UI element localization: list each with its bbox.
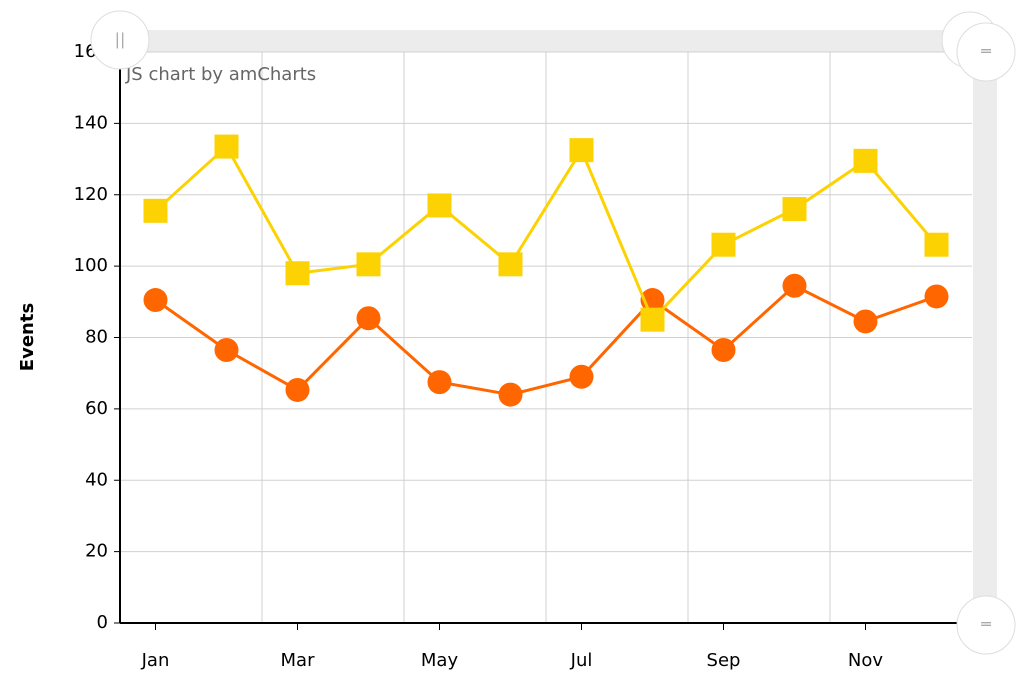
x-tick-label: Nov — [848, 650, 883, 671]
y-axis-title: Events — [17, 303, 38, 371]
scrollbar-grip[interactable]: ═ — [956, 595, 1016, 655]
marker — [356, 252, 381, 277]
svg-text:||: || — [115, 30, 126, 49]
marker — [711, 337, 736, 362]
marker — [427, 370, 452, 395]
x-tick-label: May — [421, 650, 459, 671]
scrollbar-grip[interactable]: || — [90, 10, 150, 70]
marker — [214, 134, 239, 159]
vertical-scrollbar[interactable] — [973, 30, 997, 623]
y-tick-label: 20 — [85, 541, 108, 562]
marker — [498, 382, 523, 407]
horizontal-scrollbar[interactable] — [120, 30, 973, 52]
marker — [569, 364, 594, 389]
y-tick-label: 40 — [85, 469, 108, 490]
marker — [924, 232, 949, 257]
y-tick-label: 100 — [74, 255, 108, 276]
x-tick-label: Sep — [707, 650, 741, 671]
marker — [143, 288, 168, 313]
marker — [853, 148, 878, 173]
y-tick-label: 140 — [74, 112, 108, 133]
x-tick-label: Jul — [570, 650, 593, 671]
y-tick-label: 0 — [97, 612, 108, 633]
marker — [569, 138, 594, 163]
marker — [285, 261, 310, 286]
series-line — [154, 283, 937, 397]
scrollbar-grip[interactable]: ═ — [941, 11, 1016, 82]
marker — [427, 193, 452, 218]
marker — [214, 337, 239, 362]
marker — [782, 273, 807, 298]
marker — [143, 198, 168, 223]
marker — [782, 197, 807, 222]
marker — [924, 284, 949, 309]
y-tick-label: 80 — [85, 327, 108, 348]
y-tick-label: 120 — [74, 184, 108, 205]
credit: JS chart by amCharts — [125, 64, 316, 85]
svg-text:═: ═ — [980, 42, 991, 61]
marker — [640, 307, 665, 332]
marker — [853, 309, 878, 334]
marker — [356, 306, 381, 331]
x-tick-label: Jan — [141, 650, 170, 671]
x-tick-label: Mar — [281, 650, 316, 671]
marker — [711, 232, 736, 257]
marker — [498, 252, 523, 277]
y-tick-label: 60 — [85, 398, 108, 419]
svg-text:═: ═ — [980, 615, 991, 634]
marker — [285, 377, 310, 402]
